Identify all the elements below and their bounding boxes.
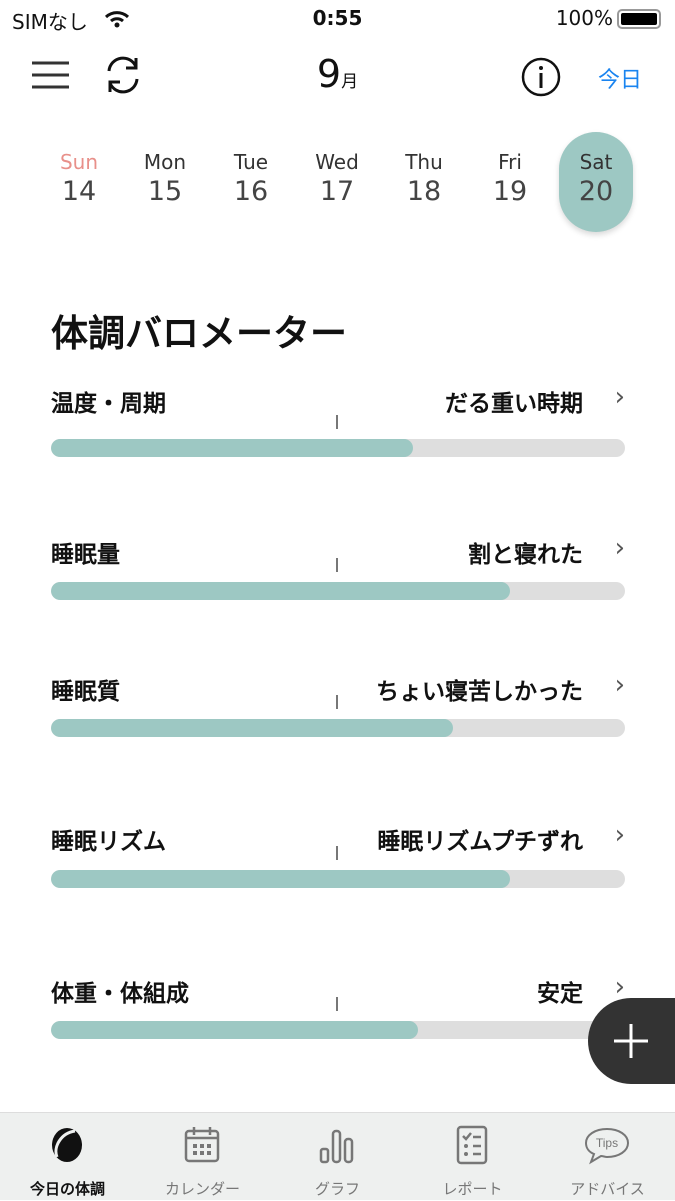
tab-report[interactable]: レポート bbox=[405, 1113, 540, 1201]
plus-icon bbox=[614, 1024, 648, 1058]
tab-label: レポート bbox=[442, 1180, 503, 1198]
level-bar bbox=[51, 1021, 625, 1039]
day-sat[interactable]: Sat 20 bbox=[559, 132, 633, 232]
menu-icon[interactable] bbox=[32, 60, 70, 90]
battery-percent: 100% bbox=[555, 6, 613, 30]
month-title: 9月 bbox=[0, 52, 675, 96]
day-date: 18 bbox=[406, 176, 442, 207]
midpoint-marker bbox=[336, 846, 338, 860]
day-sun[interactable]: Sun 14 bbox=[42, 150, 116, 207]
chevron-right-icon[interactable]: › bbox=[614, 972, 625, 1002]
day-name: Mon bbox=[143, 150, 187, 174]
today-button[interactable]: 今日 bbox=[598, 68, 643, 93]
tab-today[interactable]: 今日の体調 bbox=[0, 1113, 135, 1201]
day-fri[interactable]: Fri 19 bbox=[473, 150, 547, 207]
battery-icon bbox=[617, 9, 661, 29]
row-value: 睡眠リズムプチずれ bbox=[377, 829, 583, 855]
level-bar bbox=[51, 439, 625, 457]
chevron-right-icon[interactable]: › bbox=[614, 670, 625, 700]
month-number: 9 bbox=[316, 52, 342, 96]
day-date: 15 bbox=[147, 176, 183, 207]
report-icon bbox=[456, 1125, 488, 1165]
calendar-icon bbox=[184, 1127, 220, 1163]
day-date: 14 bbox=[61, 176, 97, 207]
day-tue[interactable]: Tue 16 bbox=[214, 150, 288, 207]
day-name: Thu bbox=[405, 150, 443, 174]
tab-label: アドバイス bbox=[570, 1180, 645, 1198]
wifi-icon bbox=[104, 11, 130, 28]
level-fill bbox=[51, 1021, 419, 1039]
tab-graph[interactable]: グラフ bbox=[270, 1113, 405, 1201]
level-fill bbox=[51, 870, 511, 888]
svg-text:Tips: Tips bbox=[596, 1136, 618, 1150]
chevron-right-icon[interactable]: › bbox=[614, 533, 625, 563]
row-label: 睡眠量 bbox=[51, 542, 120, 568]
row-label: 睡眠質 bbox=[51, 679, 120, 705]
level-bar bbox=[51, 870, 625, 888]
level-fill bbox=[51, 439, 413, 457]
row-label: 温度・周期 bbox=[51, 391, 166, 417]
midpoint-marker bbox=[336, 558, 338, 572]
day-date: 17 bbox=[319, 176, 355, 207]
level-fill bbox=[51, 719, 453, 737]
day-name: Wed bbox=[315, 150, 359, 174]
clock: 0:55 bbox=[312, 6, 363, 30]
row-label: 睡眠リズム bbox=[51, 829, 166, 855]
level-bar bbox=[51, 582, 625, 600]
info-icon[interactable] bbox=[520, 56, 562, 98]
chevron-right-icon[interactable]: › bbox=[614, 820, 625, 850]
midpoint-marker bbox=[336, 415, 338, 429]
tips-icon: Tips bbox=[584, 1127, 630, 1165]
row-value: だる重い時期 bbox=[445, 391, 583, 417]
level-bar bbox=[51, 719, 625, 737]
row-value: 割と寝れた bbox=[468, 542, 583, 568]
midpoint-marker bbox=[336, 695, 338, 709]
day-name: Sun bbox=[59, 150, 99, 174]
day-name: Fri bbox=[498, 150, 522, 174]
day-name: Sat bbox=[579, 150, 613, 174]
tab-label: グラフ bbox=[314, 1180, 360, 1198]
section-title: 体調バロメーター bbox=[51, 312, 347, 355]
graph-icon bbox=[319, 1129, 354, 1164]
day-wed[interactable]: Wed 17 bbox=[300, 150, 374, 207]
add-button[interactable] bbox=[588, 998, 675, 1084]
day-mon[interactable]: Mon 15 bbox=[128, 150, 202, 207]
refresh-icon[interactable] bbox=[103, 55, 143, 95]
day-thu[interactable]: Thu 18 bbox=[387, 150, 461, 207]
today-icon bbox=[52, 1128, 82, 1162]
tab-advice[interactable]: Tips アドバイス bbox=[540, 1113, 675, 1201]
tab-label: 今日の体調 bbox=[29, 1180, 105, 1198]
tab-bar: 今日の体調 カレンダー グラフ レポート Tips アドバイス bbox=[0, 1112, 675, 1200]
row-value: ちょい寝苦しかった bbox=[376, 679, 583, 705]
month-suffix: 月 bbox=[341, 72, 359, 92]
chevron-right-icon[interactable]: › bbox=[614, 382, 625, 412]
day-name: Tue bbox=[233, 150, 269, 174]
day-date: 20 bbox=[578, 176, 614, 207]
day-date: 16 bbox=[233, 176, 269, 207]
midpoint-marker bbox=[336, 997, 338, 1011]
row-value: 安定 bbox=[537, 981, 583, 1007]
tab-calendar[interactable]: カレンダー bbox=[135, 1113, 270, 1201]
tab-label: カレンダー bbox=[164, 1180, 240, 1198]
day-date: 19 bbox=[492, 176, 528, 207]
carrier: SIMなし bbox=[12, 10, 88, 34]
level-fill bbox=[51, 582, 511, 600]
row-label: 体重・体組成 bbox=[51, 981, 189, 1007]
